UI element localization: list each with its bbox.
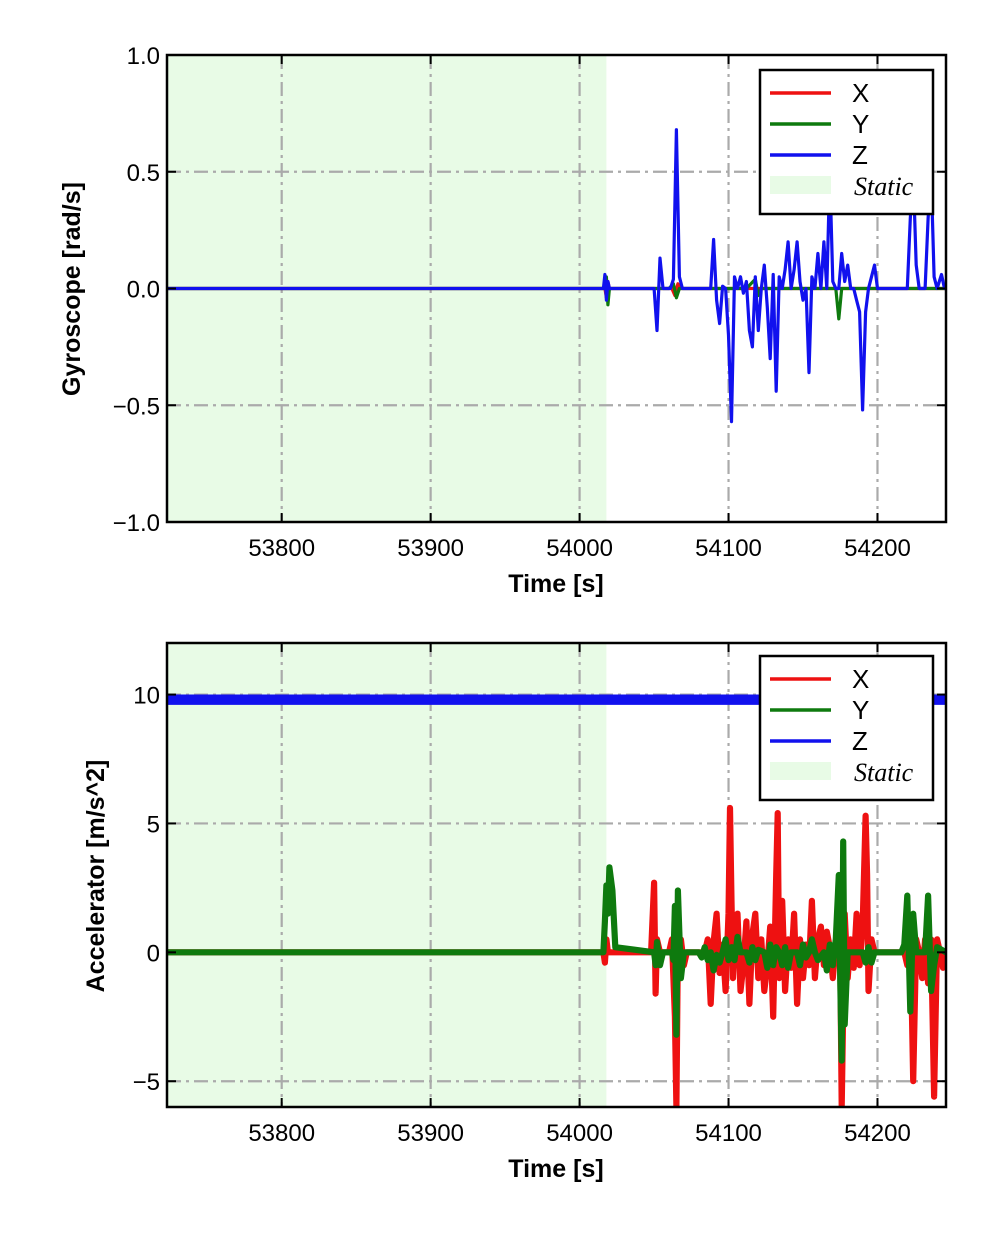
x-axis-label: Time [s] bbox=[508, 1155, 603, 1183]
legend-label-static: Static bbox=[854, 758, 914, 787]
legend-label-y: Y bbox=[852, 695, 869, 725]
legend-label-x: X bbox=[852, 78, 869, 108]
y-ticks: 10 5 0 −5 bbox=[133, 683, 946, 1096]
x-tick-label: 53800 bbox=[248, 1120, 315, 1147]
series-lines bbox=[167, 128, 946, 424]
legend-label-z: Z bbox=[852, 140, 868, 170]
plot-frame bbox=[165, 641, 948, 1109]
x-tick-label: 53800 bbox=[248, 535, 315, 562]
y-axis-label: Accelerator [m/s^2] bbox=[82, 760, 110, 993]
series-line-z bbox=[167, 128, 946, 424]
x-tick-label: 54000 bbox=[546, 535, 613, 562]
gyroscope-chart: 53800 53900 54000 54100 54200 1.0 0.5 0.0 −0.5 −… bbox=[58, 43, 948, 598]
x-tick-label: 54100 bbox=[695, 535, 762, 562]
x-tick-label: 54100 bbox=[695, 1120, 762, 1147]
accelerator-chart: 53800 53900 54000 54100 54200 10 5 0 −5 Time [s… bbox=[82, 641, 948, 1183]
y-ticks: 1.0 0.5 0.0 −0.5 −1.0 bbox=[113, 43, 946, 537]
y-tick-label: 5 bbox=[147, 811, 160, 838]
y-tick-label: 10 bbox=[133, 683, 160, 710]
x-ticks: 53800 53900 54000 54100 54200 bbox=[248, 643, 911, 1147]
series-line-y bbox=[167, 838, 946, 1064]
legend-label-static: Static bbox=[854, 172, 914, 201]
legend-label-x: X bbox=[852, 664, 869, 694]
y-tick-label: 0 bbox=[147, 940, 160, 967]
x-axis-label: Time [s] bbox=[508, 570, 603, 598]
x-tick-label: 54200 bbox=[844, 1120, 911, 1147]
legend: X Y Z Static bbox=[758, 68, 935, 216]
y-axis-label: Gyroscope [rad/s] bbox=[58, 182, 86, 396]
x-tick-label: 54200 bbox=[844, 535, 911, 562]
x-tick-label: 54000 bbox=[546, 1120, 613, 1147]
legend-swatch-static bbox=[770, 176, 831, 194]
static-region bbox=[167, 643, 607, 1107]
y-tick-label: 1.0 bbox=[127, 43, 160, 70]
x-ticks: 53800 53900 54000 54100 54200 bbox=[248, 55, 911, 562]
legend: X Y Z Static bbox=[758, 654, 935, 802]
legend-label-y: Y bbox=[852, 109, 869, 139]
x-tick-label: 53900 bbox=[397, 1120, 464, 1147]
y-tick-label: −5 bbox=[133, 1069, 160, 1096]
legend-swatch-static bbox=[770, 762, 831, 780]
x-tick-label: 53900 bbox=[397, 535, 464, 562]
y-tick-label: −0.5 bbox=[113, 393, 160, 420]
y-tick-label: −1.0 bbox=[113, 510, 160, 537]
legend-label-z: Z bbox=[852, 726, 868, 756]
y-tick-label: 0.5 bbox=[127, 160, 160, 187]
y-tick-label: 0.0 bbox=[127, 277, 160, 304]
